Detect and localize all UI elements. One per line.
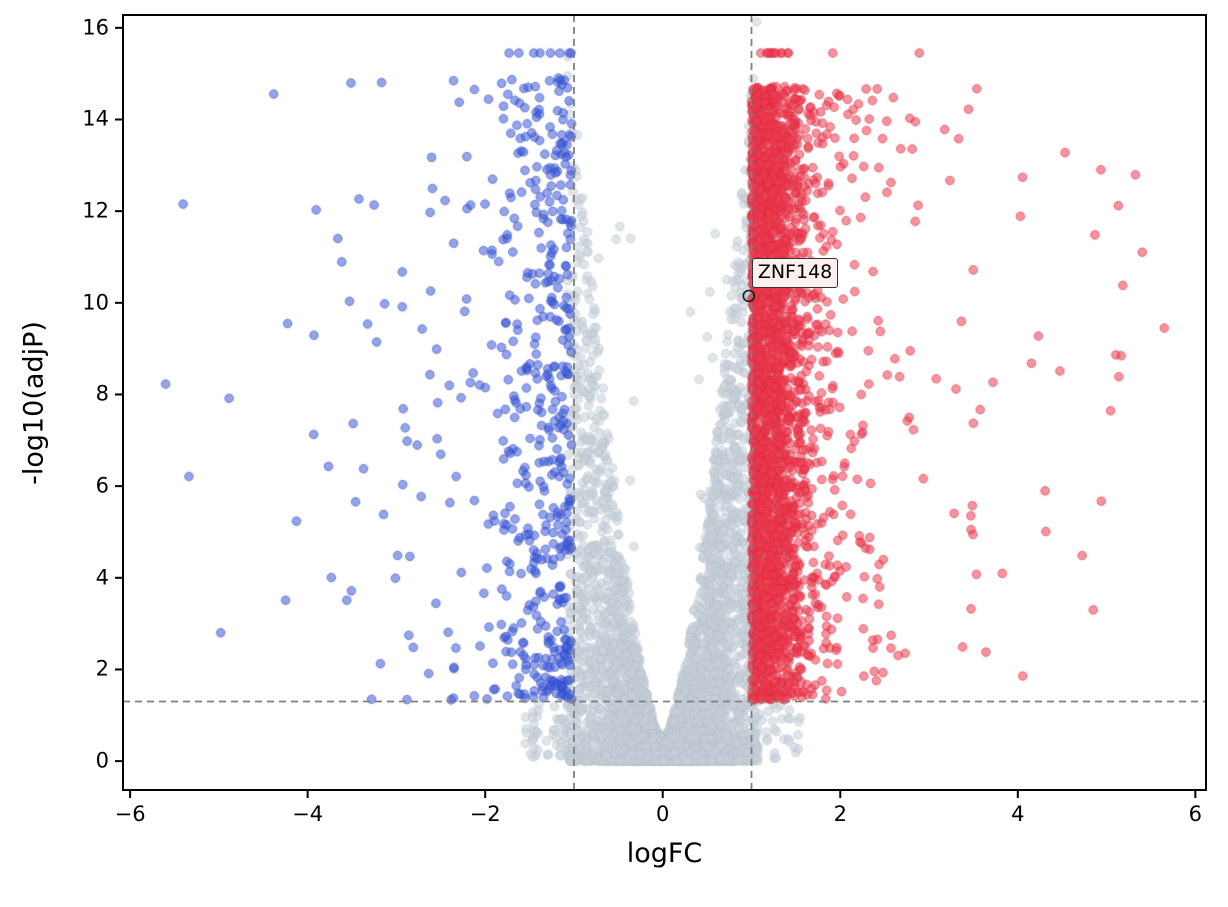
x-tick-label: −6 [114,802,146,826]
x-axis-label: logFC [626,838,703,869]
y-tick-label: 8 [95,381,109,406]
y-tick-label: 4 [95,565,109,590]
y-tick-label: 2 [95,656,109,681]
annotated-point-marker [742,289,756,303]
axes-spines [122,14,1207,791]
x-tick-label: −4 [292,802,324,826]
y-tick-label: 12 [82,198,109,223]
x-tick-label: 6 [1188,802,1203,826]
y-tick-label: 10 [82,290,109,315]
x-tick-label: −2 [469,802,501,826]
y-tick-label: 14 [82,106,109,131]
y-tick-label: 16 [82,15,109,40]
gene-annotation-label: ZNF148 [751,257,839,288]
y-tick-label: 0 [95,748,109,773]
y-axis-label: -log10(adjP) [18,320,50,485]
y-tick-label: 6 [95,473,109,498]
x-tick-label: 4 [1011,802,1025,826]
x-tick-label: 0 [656,802,670,826]
x-tick-label: 2 [833,802,847,826]
